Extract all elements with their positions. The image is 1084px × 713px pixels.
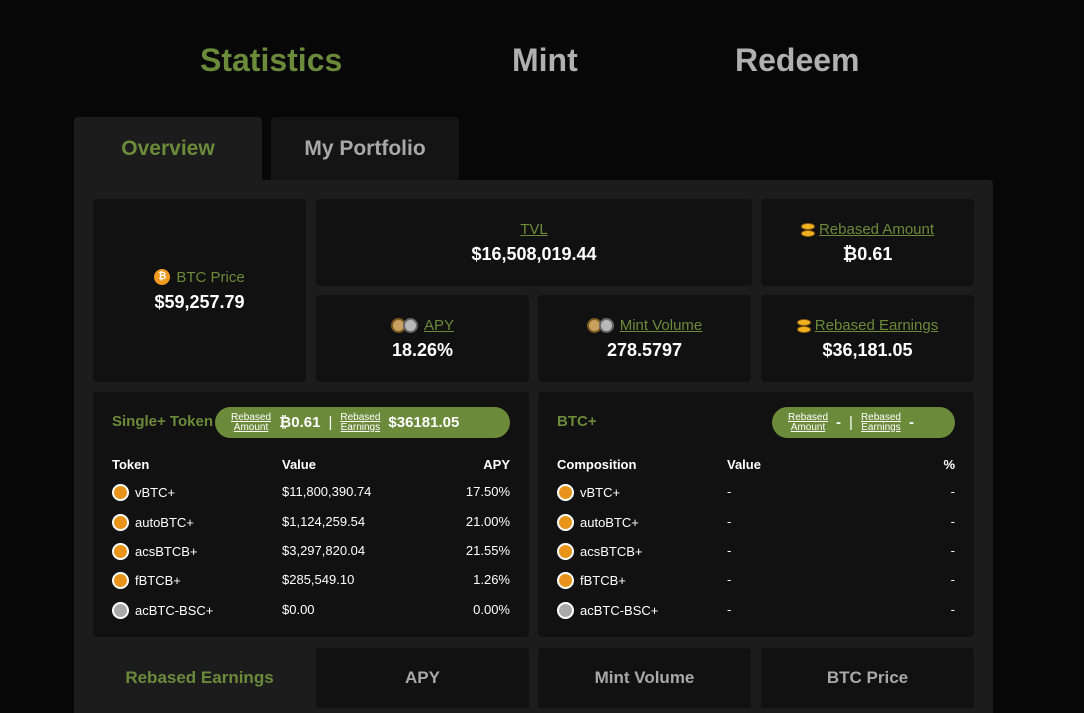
mint-volume-card: Mint Volume 278.5797 — [538, 295, 751, 382]
table-row: acsBTCB+ - - — [538, 543, 974, 565]
tab-overview[interactable]: Overview — [74, 117, 262, 181]
rebased-earnings-link[interactable]: Rebased Earnings — [340, 411, 381, 433]
bitcoin-icon — [154, 269, 171, 285]
nav-redeem[interactable]: Redeem — [735, 42, 860, 78]
mint-volume-link[interactable]: Mint Volume — [619, 316, 703, 334]
coin-stack-icon — [796, 318, 811, 333]
rebased-amount-link[interactable]: Rebased Amount — [788, 411, 829, 433]
table-row: acBTC-BSC+ $0.00 0.00% — [93, 602, 529, 624]
table-row: fBTCB+ - - — [538, 572, 974, 594]
coin-pair-icon — [390, 317, 418, 333]
table-row: acsBTCB+ $3,297,820.04 21.55% — [93, 543, 529, 565]
table-row: autoBTC+ - - — [538, 514, 974, 536]
btc-price-card: BTC Price $59,257.79 — [93, 199, 306, 382]
rebased-earnings-link[interactable]: Rebased Earnings — [814, 316, 939, 334]
apy-card: APY 18.26% — [316, 295, 529, 382]
btc-plus-rebase-pill: Rebased Amount - | Rebased Earnings - — [772, 407, 955, 438]
acbtc-bsc-token-icon — [557, 602, 574, 619]
btc-plus-rebased-amount: - — [836, 414, 842, 431]
rebased-amount-card: Rebased Amount ₿0.61 — [761, 199, 974, 286]
table-row: vBTC+ - - — [538, 484, 974, 506]
btc-plus-title: BTC+ — [557, 413, 597, 430]
autobtc-token-icon — [112, 514, 129, 531]
table-row: acBTC-BSC+ - - — [538, 602, 974, 624]
col-composition: Composition — [557, 457, 637, 472]
col-token: Token — [112, 457, 150, 472]
top-nav: Statistics Mint Redeem — [0, 42, 1084, 86]
tab-mint-volume[interactable]: Mint Volume — [538, 648, 751, 708]
col-apy: APY — [483, 457, 510, 472]
mint-volume-value: 278.5797 — [606, 339, 683, 360]
btc-price-value: $59,257.79 — [154, 291, 245, 312]
acsbtcb-token-icon — [112, 543, 129, 560]
single-token-card: Single+ Token Rebased Amount ₿0.61 | Reba… — [93, 392, 529, 637]
apy-value: 18.26% — [391, 339, 454, 360]
pill-separator: | — [328, 414, 333, 431]
acsbtcb-token-icon — [557, 543, 574, 560]
col-percent: % — [943, 457, 955, 472]
pill-separator: | — [849, 414, 853, 431]
nav-mint[interactable]: Mint — [512, 42, 578, 78]
table-row: fBTCB+ $285,549.10 1.26% — [93, 572, 529, 594]
tab-btc-price[interactable]: BTC Price — [761, 648, 974, 708]
tab-apy[interactable]: APY — [316, 648, 529, 708]
vbtc-token-icon — [557, 484, 574, 501]
table-row: autoBTC+ $1,124,259.54 21.00% — [93, 514, 529, 536]
col-value: Value — [727, 457, 761, 472]
tab-my-portfolio[interactable]: My Portfolio — [271, 117, 459, 181]
single-rebase-pill: Rebased Amount ₿0.61 | Rebased Earnings $3… — [215, 407, 510, 438]
btc-plus-card: BTC+ Rebased Amount - | Rebased Earnings -… — [538, 392, 974, 637]
nav-statistics[interactable]: Statistics — [200, 42, 343, 78]
btc-plus-rebased-earnings: - — [908, 414, 914, 431]
table-row: vBTC+ $11,800,390.74 17.50% — [93, 484, 529, 506]
rebased-amount-link[interactable]: Rebased Amount — [231, 411, 272, 433]
col-value: Value — [282, 457, 316, 472]
single-token-title: Single+ Token — [112, 413, 213, 430]
single-rebased-earnings: $36181.05 — [388, 414, 460, 431]
single-rebased-amount: ₿0.61 — [279, 414, 321, 431]
tvl-card: TVL $16,508,019.44 — [316, 199, 752, 286]
acbtc-bsc-token-icon — [112, 602, 129, 619]
rebased-amount-value: ₿0.61 — [842, 243, 893, 264]
btc-price-label: BTC Price — [176, 268, 245, 286]
fbtcb-token-icon — [112, 572, 129, 589]
rebased-earnings-link[interactable]: Rebased Earnings — [860, 411, 901, 433]
rebased-earnings-card: Rebased Earnings $36,181.05 — [761, 295, 974, 382]
vbtc-token-icon — [112, 484, 129, 501]
coin-pair-icon — [586, 317, 614, 333]
rebased-amount-link[interactable]: Rebased Amount — [818, 220, 935, 238]
autobtc-token-icon — [557, 514, 574, 531]
tvl-link[interactable]: TVL — [520, 220, 548, 238]
coin-stack-icon — [800, 222, 815, 237]
overview-panel: BTC Price $59,257.79 TVL $16,508,019.44 … — [74, 180, 993, 713]
tvl-value: $16,508,019.44 — [471, 243, 597, 264]
rebased-earnings-value: $36,181.05 — [822, 339, 913, 360]
fbtcb-token-icon — [557, 572, 574, 589]
tab-rebased-earnings[interactable]: Rebased Earnings — [93, 648, 306, 708]
apy-link[interactable]: APY — [423, 316, 454, 334]
